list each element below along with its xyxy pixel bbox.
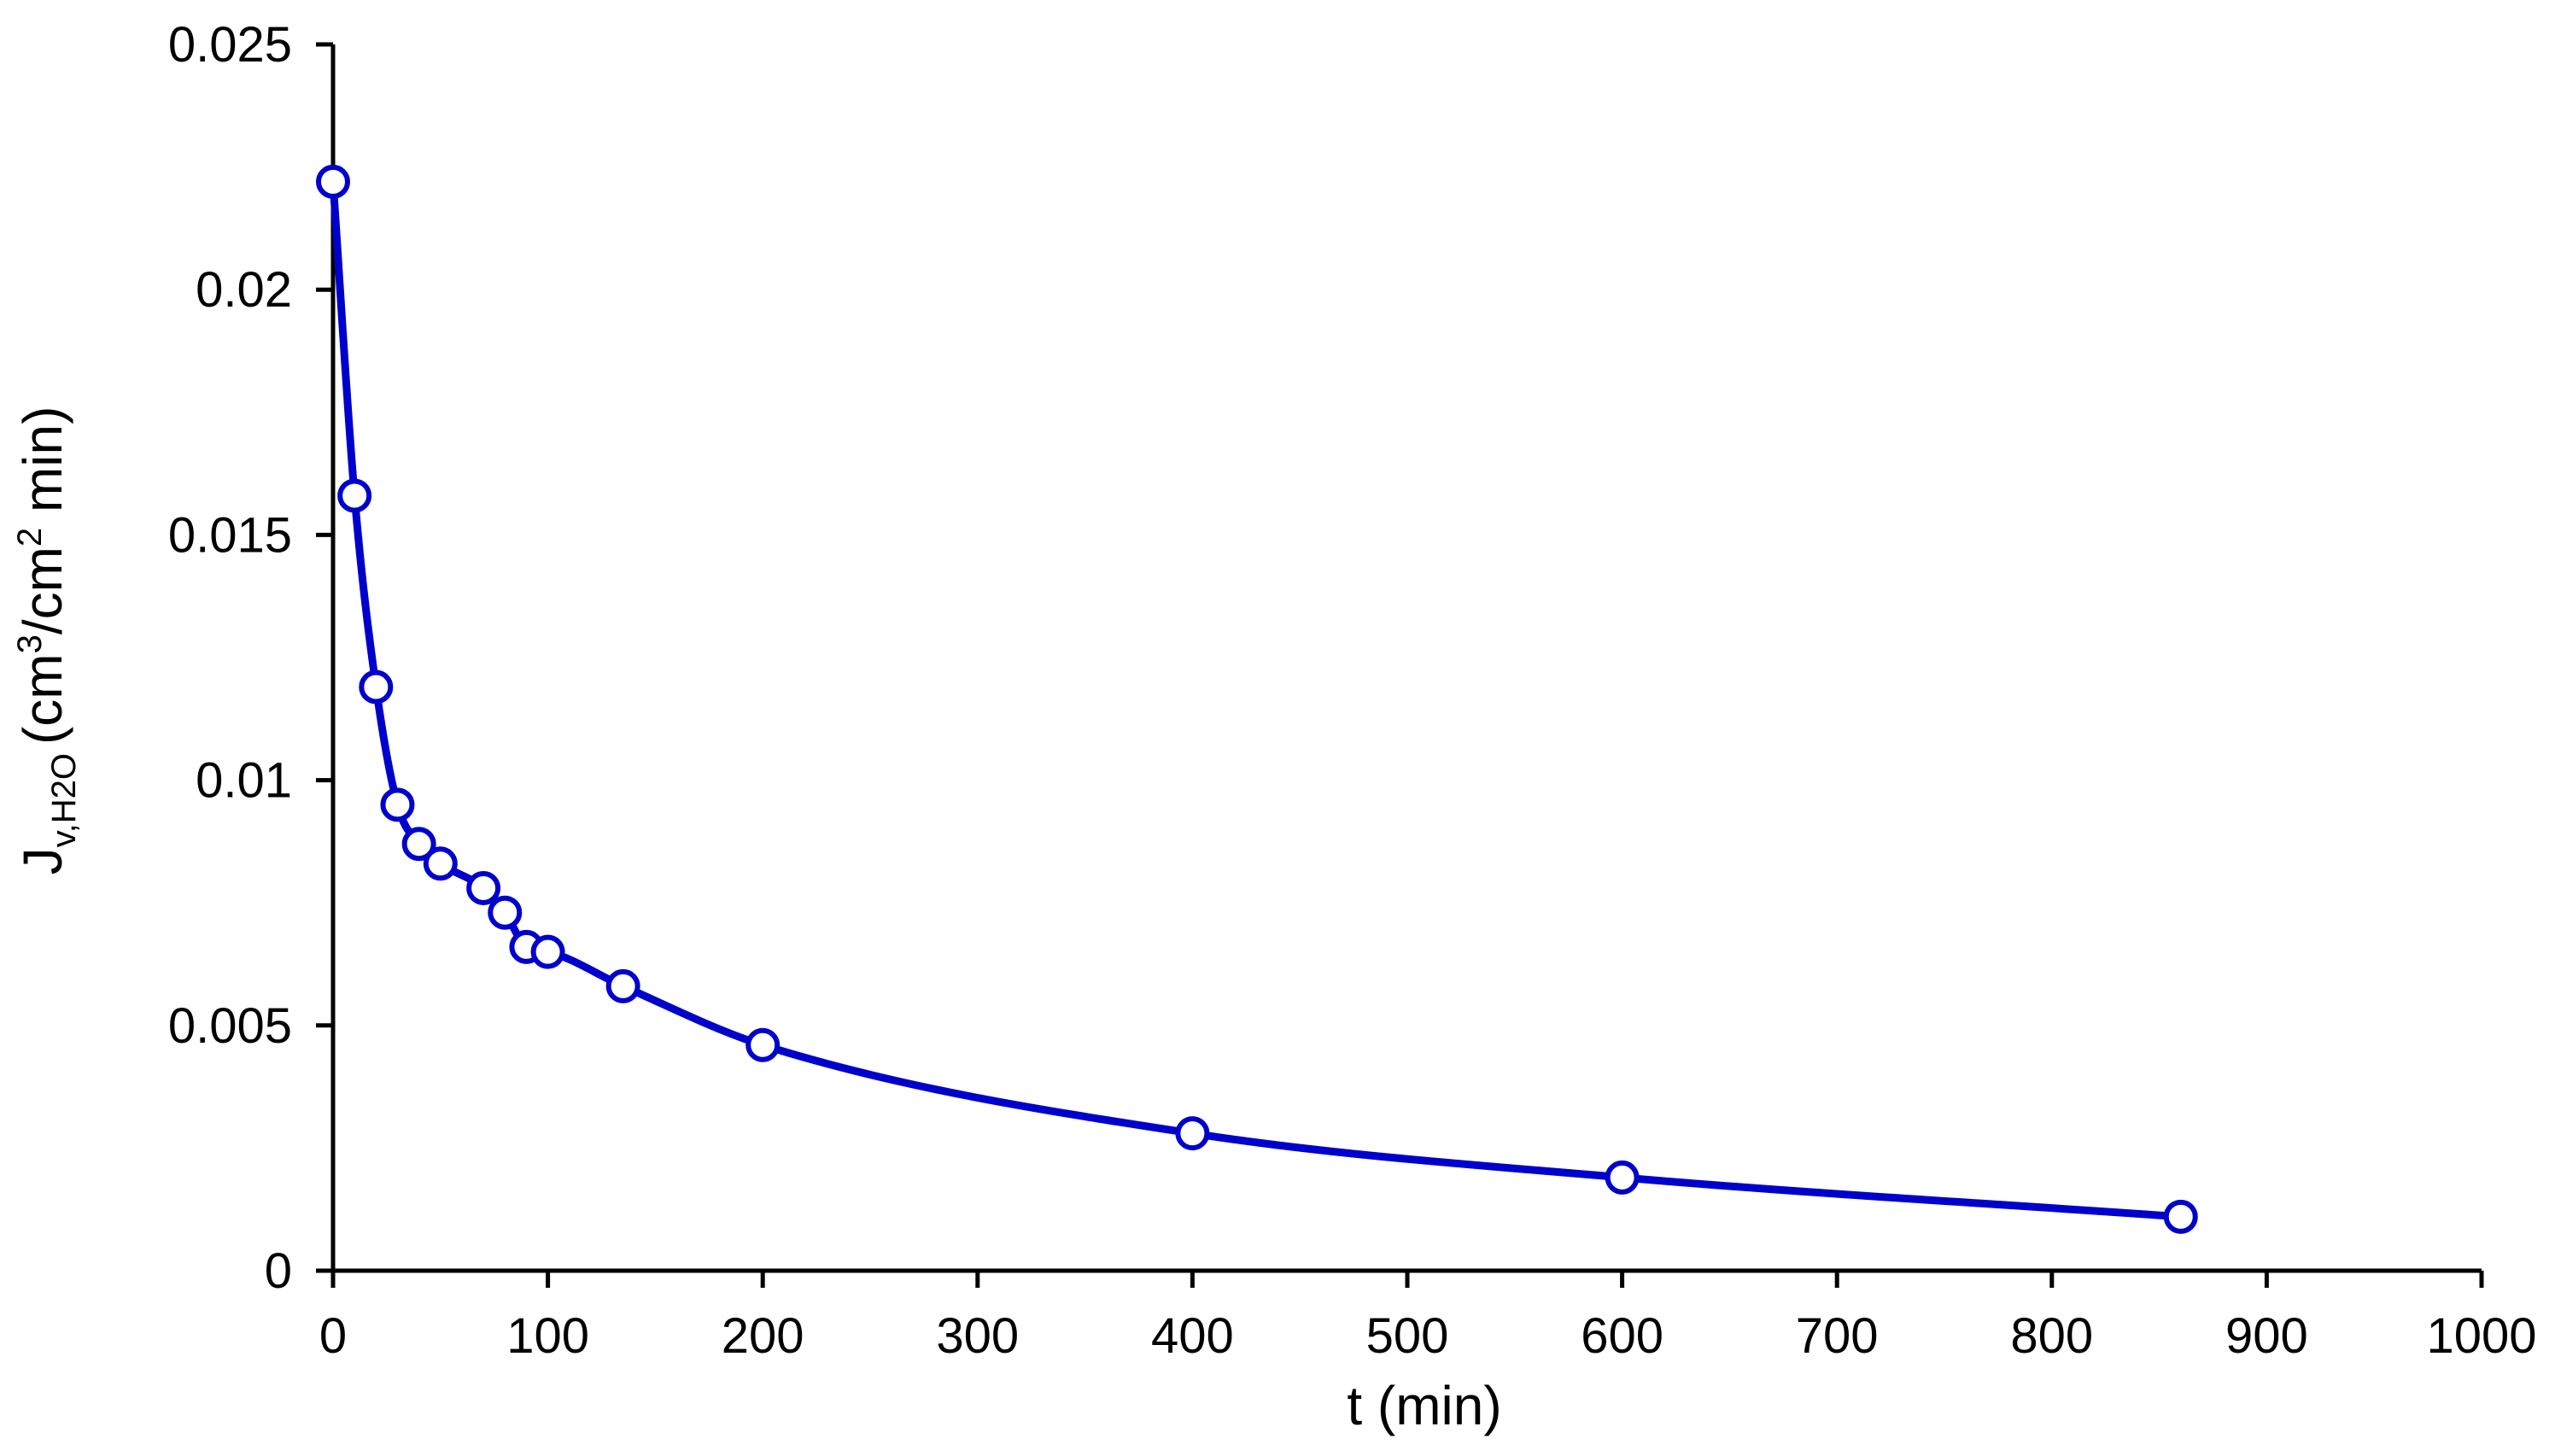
x-tick-label: 0 <box>319 1308 347 1364</box>
data-point <box>337 478 372 513</box>
y-axis-title-subscript: v,H2O <box>45 753 83 847</box>
series-layer <box>316 164 2198 1234</box>
data-point <box>466 870 501 905</box>
x-tick-label: 1000 <box>2426 1308 2536 1364</box>
y-tick-label: 0.02 <box>196 262 292 318</box>
y-axis-ticks: 0 0.005 0.01 0.015 0.02 0.025 <box>168 17 333 1299</box>
x-tick-label: 100 <box>506 1308 589 1364</box>
x-tick-label: 400 <box>1151 1308 1234 1364</box>
x-tick-label: 500 <box>1366 1308 1449 1364</box>
axes: 0 100 200 300 400 500 600 700 800 900 1000 00.0050… <box>168 17 2537 1364</box>
y-tick-label: 0.015 <box>168 507 292 563</box>
y-tick-label: 0.01 <box>196 753 292 809</box>
data-point <box>2163 1199 2198 1234</box>
x-tick-label: 900 <box>2225 1308 2308 1364</box>
series-line <box>329 178 2185 1221</box>
data-point <box>316 164 350 199</box>
data-point <box>423 846 458 881</box>
data-point <box>380 787 415 822</box>
y-tick-label: 0 <box>265 1243 292 1299</box>
y-axis-title: Jv,H2O (cm3/cm2 min) <box>11 406 83 875</box>
data-point <box>1175 1116 1210 1151</box>
x-tick-label: 600 <box>1581 1308 1663 1364</box>
data-point <box>401 827 436 862</box>
y-axis-title-unit-open: (cm <box>12 653 73 745</box>
y-axis-title-sup-2: 2 <box>11 528 49 547</box>
data-point <box>745 1027 781 1062</box>
data-point <box>530 934 565 969</box>
y-axis-title-main: J <box>12 847 73 874</box>
y-tick-label: 0.025 <box>168 17 292 73</box>
data-point <box>1605 1160 1640 1195</box>
y-axis-title-unit-mid: /cm <box>12 547 73 634</box>
y-axis-title-unit-close: min) <box>12 406 73 528</box>
x-tick-label: 700 <box>1796 1308 1879 1364</box>
x-tick-label: 200 <box>722 1308 804 1364</box>
x-axis-title: t (min) <box>1347 1375 1501 1436</box>
data-point <box>605 968 640 1003</box>
y-tick-label: 0.005 <box>168 998 292 1054</box>
x-tick-label: 800 <box>2010 1308 2093 1364</box>
data-point <box>488 895 523 930</box>
x-tick-label: 300 <box>936 1308 1019 1364</box>
x-axis-ticks: 0 100 200 300 400 500 600 700 800 900 1000 <box>319 1271 2537 1364</box>
y-axis-title-sup-1: 3 <box>11 634 49 653</box>
data-point <box>359 670 394 705</box>
